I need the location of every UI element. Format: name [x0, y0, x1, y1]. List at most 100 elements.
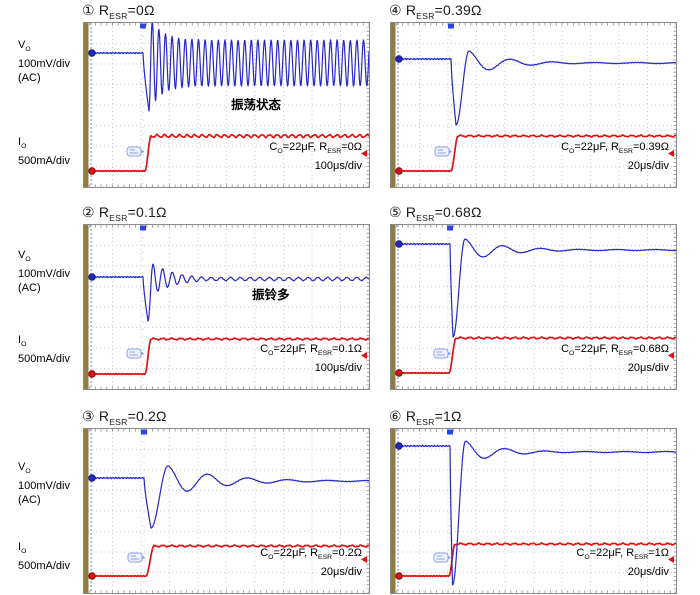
io-channel-marker-icon — [88, 370, 96, 378]
waveform-svg — [391, 23, 676, 187]
trigger-badge-lines — [437, 149, 446, 154]
io-channel-marker-icon — [88, 572, 96, 580]
scope-panel-6: ⑥ RESR=1Ω CO=22μF, RESR=1Ω 20μs/div — [322, 408, 678, 595]
grid-dots — [391, 225, 676, 389]
io-level-marker-icon — [668, 352, 674, 359]
io-trace — [92, 337, 369, 376]
vo-axis-label: VO 100mV/div (AC) — [18, 38, 82, 85]
left-calibration-bar — [391, 23, 396, 187]
test-conditions: CO=22μF, RESR=0.39Ω 20μs/div — [561, 140, 669, 174]
trigger-badge-lines — [129, 351, 138, 356]
vo-axis-label: VO 100mV/div (AC) — [18, 248, 82, 295]
grid-dots — [391, 429, 676, 593]
vo-trace — [92, 23, 369, 112]
axis-label-line: 500mA/div — [18, 353, 70, 366]
trigger-time-marker-icon — [141, 429, 147, 435]
condition-line: CO=22μF, RESR=0.1Ω — [260, 342, 362, 357]
axis-label-line: (AC) — [18, 494, 41, 507]
left-calibration-bar — [84, 23, 89, 187]
io-level-marker-icon — [361, 150, 367, 157]
left-calibration-bar — [84, 225, 89, 389]
test-conditions: CO=22μF, RESR=1Ω 20μs/div — [576, 546, 669, 580]
condition-line: CO=22μF, RESR=0.68Ω — [561, 342, 669, 357]
left-calibration-bar — [84, 429, 89, 593]
vo-channel-marker-icon — [395, 442, 403, 450]
condition-line: CO=22μF, RESR=0.2Ω — [260, 546, 362, 561]
trigger-time-marker-icon — [140, 225, 146, 231]
oscilloscope-screen: CO=22μF, RESR=0.68Ω 20μs/div — [390, 224, 677, 390]
axis-label-line: IO — [18, 541, 27, 556]
io-level-marker-icon — [668, 150, 674, 157]
io-channel-marker-icon — [395, 369, 403, 377]
axis-label-line: 500mA/div — [18, 155, 70, 168]
trigger-badge-pointer — [142, 555, 146, 560]
condition-line: CO=22μF, RESR=1Ω — [576, 546, 669, 561]
panel-title: ④ RESR=0.39Ω — [389, 2, 482, 21]
waveform-svg — [391, 225, 676, 389]
test-conditions: CO=22μF, RESR=0Ω 100μs/div — [269, 140, 362, 174]
trigger-badge-pointer — [449, 149, 453, 154]
scope-panel-3: ③ RESR=0.2Ω VO 100mV/div (AC) IO 500mA/div … — [15, 408, 371, 595]
trigger-badge-pointer — [141, 351, 145, 356]
trigger-time-marker-icon — [447, 429, 453, 435]
grid-dots — [84, 429, 369, 593]
timebase-line: 100μs/div — [314, 160, 362, 172]
left-calibration-bar — [391, 429, 396, 593]
axis-label-line: VO — [18, 461, 31, 476]
vo-channel-marker-icon — [88, 474, 96, 482]
oscilloscope-screen: 振铃多 CO=22μF, RESR=0.1Ω 100μs/div — [83, 224, 370, 390]
io-trace — [399, 134, 676, 173]
io-channel-marker-icon — [395, 572, 403, 580]
waveform-note: 振荡状态 — [231, 98, 282, 112]
io-trace — [92, 133, 369, 173]
vo-channel-marker-icon — [395, 240, 403, 248]
graticule-ticks — [396, 225, 676, 389]
graticule-ticks — [89, 429, 369, 593]
io-axis-label: IO 500mA/div — [18, 135, 82, 168]
grid-dots — [84, 225, 369, 389]
io-axis-label: IO 500mA/div — [18, 333, 82, 366]
waveform-svg — [84, 23, 369, 187]
axis-label-line: IO — [18, 136, 27, 151]
axis-label-line: VO — [18, 39, 31, 54]
axis-label-line: VO — [18, 249, 31, 264]
timebase-line: 20μs/div — [627, 160, 669, 172]
axis-label-line: 500mA/div — [18, 560, 70, 573]
axis-label-line: 100mV/div — [18, 58, 70, 71]
graticule-ticks — [89, 23, 369, 187]
vo-channel-marker-icon — [88, 49, 96, 57]
io-level-marker-icon — [361, 352, 367, 359]
scope-panel-4: ④ RESR=0.39Ω CO=22μF, RESR=0.39Ω 20μs/di… — [322, 2, 678, 194]
io-axis-label: IO 500mA/div — [18, 540, 82, 573]
condition-line: CO=22μF, RESR=0.39Ω — [561, 140, 669, 155]
axis-label-line: (AC) — [18, 72, 41, 85]
panel-title: ⑤ RESR=0.68Ω — [389, 204, 482, 223]
test-conditions: CO=22μF, RESR=0.68Ω 20μs/div — [561, 342, 669, 376]
graticule-ticks — [89, 225, 369, 389]
scope-panel-2: ② RESR=0.1Ω VO 100mV/div (AC) IO 500mA/div … — [15, 204, 371, 396]
io-trace — [399, 542, 676, 578]
trigger-badge-pointer — [141, 149, 145, 154]
vo-channel-marker-icon — [395, 55, 403, 63]
trigger-badge-icon — [433, 552, 449, 563]
panel-title: ① RESR=0Ω — [82, 2, 155, 21]
vo-axis-label: VO 100mV/div (AC) — [18, 460, 82, 507]
io-trace — [399, 336, 676, 375]
left-calibration-bar — [391, 225, 396, 389]
trigger-time-marker-icon — [140, 23, 146, 29]
io-channel-marker-icon — [88, 167, 96, 175]
vo-trace — [399, 238, 676, 338]
waveform-svg — [84, 429, 369, 593]
io-level-marker-icon — [361, 556, 367, 563]
waveform-note: 振铃多 — [252, 288, 290, 302]
trigger-time-marker-icon — [447, 225, 453, 231]
trigger-badge-icon — [433, 348, 449, 359]
vo-trace — [399, 440, 676, 586]
io-channel-marker-icon — [395, 167, 403, 175]
scope-panel-5: ⑤ RESR=0.68Ω CO=22μF, RESR=0.68Ω 20μs/di… — [322, 204, 678, 396]
axis-label-line: IO — [18, 334, 27, 349]
timebase-line: 100μs/div — [314, 362, 362, 374]
trigger-badge-icon — [434, 146, 450, 157]
trigger-badge-pointer — [448, 351, 452, 356]
